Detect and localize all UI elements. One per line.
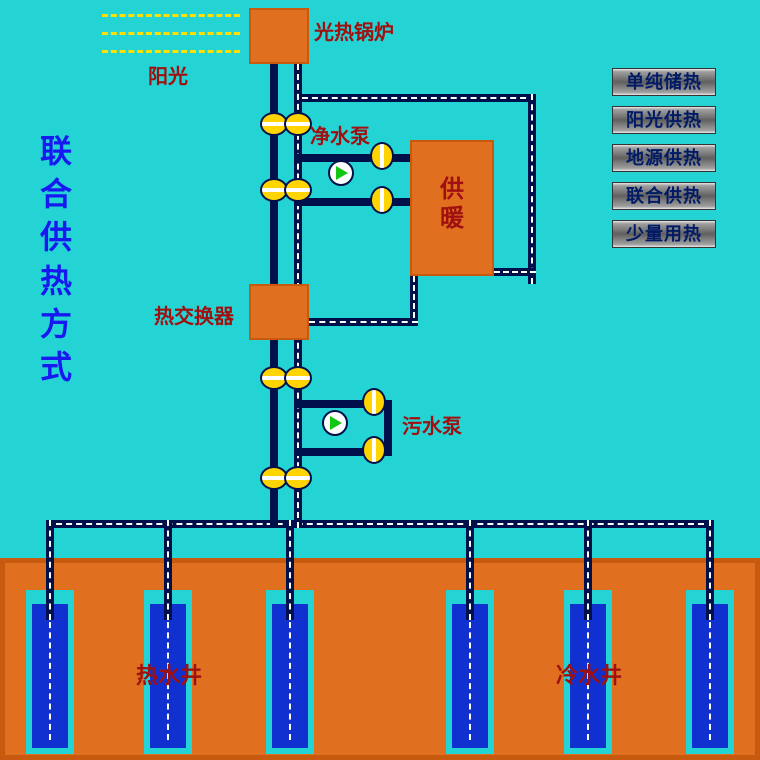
label-sunlight: 阳光 xyxy=(148,60,188,89)
sun-ray xyxy=(102,50,240,53)
valve xyxy=(284,466,312,490)
mode-button[interactable]: 阳光供热 xyxy=(612,106,716,134)
label-exchanger: 热交换器 xyxy=(154,300,234,329)
pipe xyxy=(294,198,418,206)
pipe xyxy=(706,520,714,620)
well-water xyxy=(452,604,488,748)
valve xyxy=(362,436,386,464)
mode-button[interactable]: 少量用热 xyxy=(612,220,716,248)
mode-button[interactable]: 联合供热 xyxy=(612,182,716,210)
pipe xyxy=(46,520,54,620)
pipe xyxy=(584,520,592,620)
dirty-water-pump xyxy=(322,410,348,436)
label-clean-pump: 净水泵 xyxy=(310,120,370,149)
page-title: 联合供热方式 xyxy=(40,130,72,389)
valve xyxy=(370,186,394,214)
mode-button[interactable]: 地源供热 xyxy=(612,144,716,172)
valve xyxy=(284,178,312,202)
pipe xyxy=(302,94,536,102)
pipe xyxy=(410,276,418,318)
pipe xyxy=(309,318,418,326)
diagram-canvas: 联合供热方式 阳光 光热锅炉净水泵供暖热交换器污水泵热水井 冷水井 单纯储热阳光供热地源… xyxy=(0,0,760,760)
clean-water-pump xyxy=(328,160,354,186)
valve xyxy=(362,388,386,416)
sun-ray xyxy=(102,14,240,17)
label-boiler: 光热锅炉 xyxy=(314,16,394,45)
pipe xyxy=(164,520,172,620)
well-water xyxy=(692,604,728,748)
valve xyxy=(284,366,312,390)
mode-button[interactable]: 单纯储热 xyxy=(612,68,716,96)
valve xyxy=(370,142,394,170)
valve xyxy=(284,112,312,136)
well-water xyxy=(272,604,308,748)
pipe xyxy=(466,520,474,620)
ground-block xyxy=(0,558,760,760)
pipe xyxy=(294,154,418,162)
well-water xyxy=(32,604,68,748)
sun-ray xyxy=(102,32,240,35)
heat-exchanger xyxy=(249,284,309,340)
pipe xyxy=(286,520,294,620)
label-dirty-pump: 污水泵 xyxy=(402,410,462,439)
label-cold-well: 冷水井 xyxy=(556,658,622,690)
pipe xyxy=(46,520,714,528)
pipe xyxy=(528,94,536,284)
label-heating: 供暖 xyxy=(440,176,464,234)
solar-boiler xyxy=(249,8,309,64)
pipe xyxy=(494,268,536,276)
label-hot-well: 热水井 xyxy=(136,658,202,690)
